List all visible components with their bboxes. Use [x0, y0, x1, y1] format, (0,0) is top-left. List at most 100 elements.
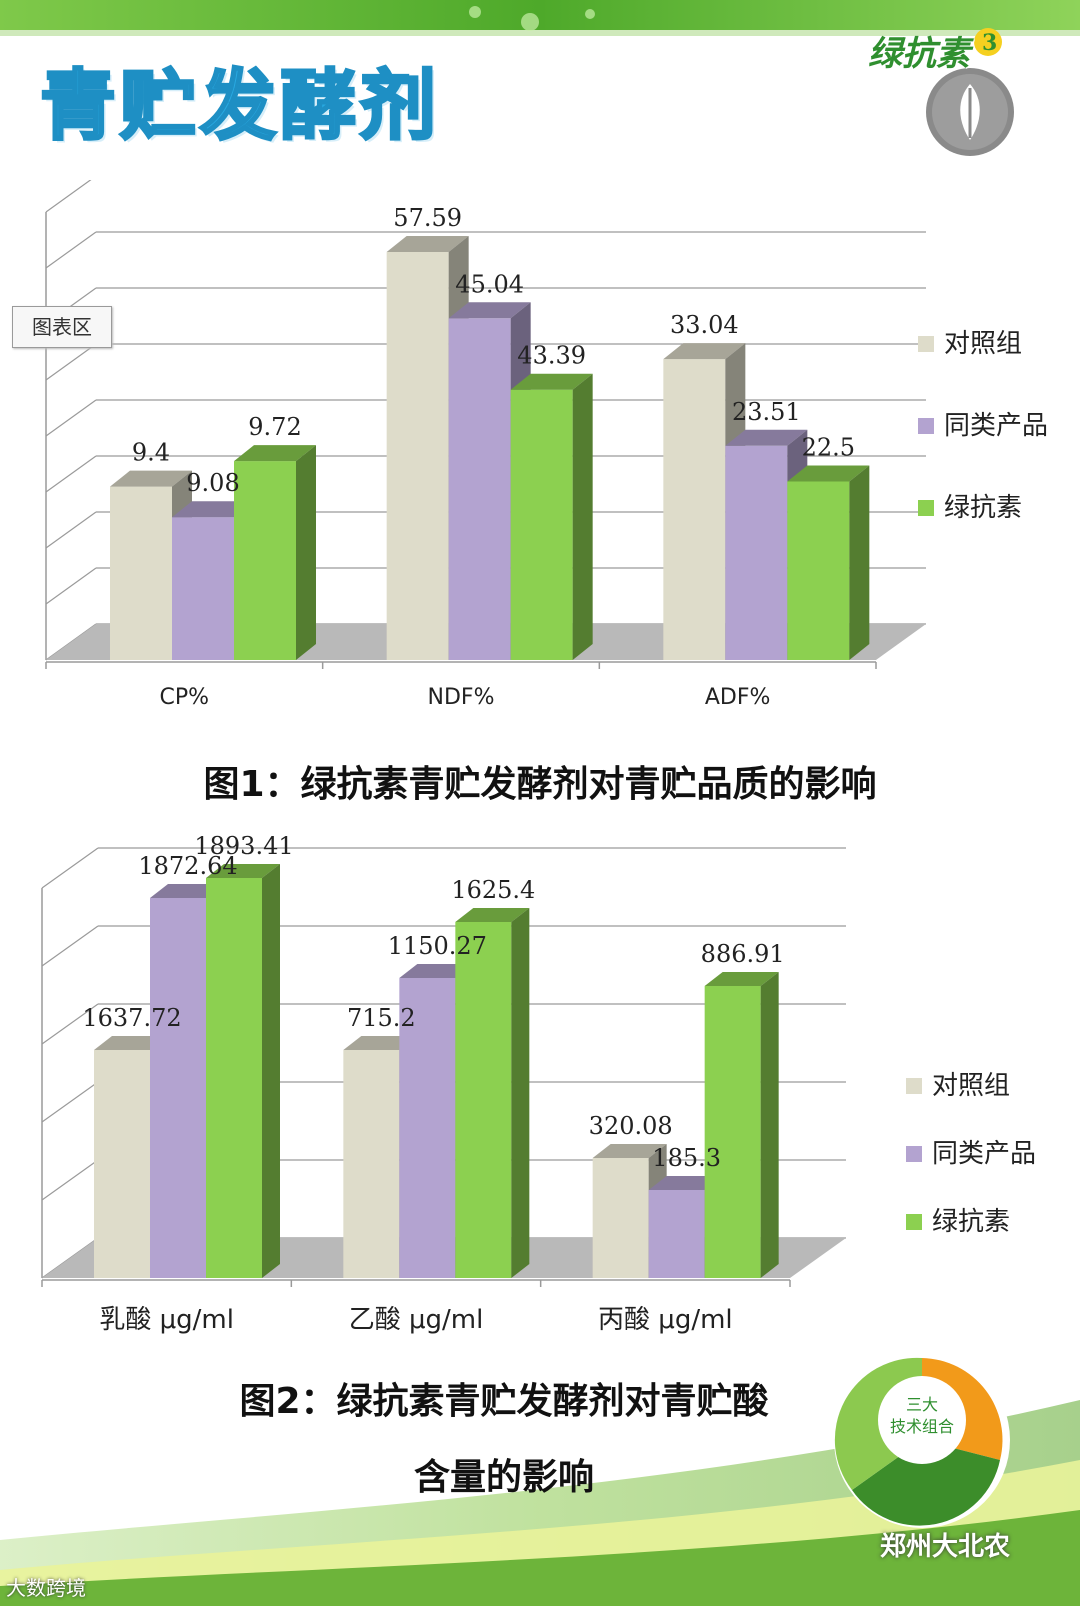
legend-label: 对照组: [944, 329, 1022, 359]
legend-swatch: [918, 418, 934, 434]
gridline-depth: [41, 925, 99, 967]
bar-top: [399, 964, 474, 978]
data-label: 9.4: [132, 439, 170, 467]
gridline-depth: [41, 1081, 99, 1123]
gridline-depth: [45, 567, 97, 605]
logo-text: 绿抗素: [868, 34, 970, 74]
bar-1-2: [455, 908, 530, 1278]
data-label: 1872.64: [138, 852, 237, 880]
badge-top-label: 三大: [906, 1395, 938, 1414]
bar-front: [386, 252, 449, 660]
data-label: 57.59: [393, 204, 462, 232]
bar-0-2: [234, 445, 316, 660]
bar-side: [760, 972, 779, 1278]
data-label: 715.2: [347, 1004, 416, 1032]
gridline-depth: [45, 231, 97, 269]
bar-front: [592, 1158, 649, 1278]
tech-badge: 三大 技术组合: [834, 1352, 1010, 1528]
chart-silage-quality: 9.4 9.08 9.72 57.59 45.04 43.39 33.04 23.5122.5…: [45, 180, 1048, 710]
gridline-depth: [41, 1003, 99, 1045]
data-label: 23.51: [732, 398, 801, 426]
bar-front: [455, 922, 512, 1278]
x-tick-labels: 乳酸 μg/ml 乙酸 μg/ml 丙酸 μg/ml: [99, 1305, 732, 1335]
data-label: 320.08: [589, 1112, 673, 1140]
bottom-decoration: 三大 技术组合: [0, 1352, 1080, 1606]
gridline-depth: [45, 399, 97, 437]
legend-swatch: [906, 1214, 922, 1230]
bar-top: [648, 1176, 723, 1190]
bar-top: [663, 343, 746, 360]
bar-front: [704, 986, 761, 1278]
watermark-left: 大数跨境: [6, 1576, 86, 1600]
x-tick-label: NDF%: [428, 685, 495, 710]
legend-swatch: [918, 500, 934, 516]
caption-figure-2-line1: 图2：绿抗素青贮发酵剂对青贮酸: [239, 1381, 769, 1422]
bar-top: [510, 373, 593, 390]
legend-swatch: [906, 1146, 922, 1162]
bar-top: [455, 908, 530, 922]
data-label: 1625.4: [451, 876, 535, 904]
legend-label: 对照组: [932, 1071, 1010, 1101]
chart-area-tooltip: 图表区: [12, 306, 112, 348]
legend-label: 同类产品: [944, 411, 1048, 441]
data-label: 1637.72: [82, 1004, 181, 1032]
bar-top: [150, 884, 224, 898]
x-tick-label: 丙酸 μg/ml: [598, 1305, 733, 1335]
bar-side: [511, 908, 530, 1278]
data-label: 1150.27: [388, 932, 487, 960]
bar-front: [648, 1190, 705, 1278]
bar-top: [787, 465, 870, 482]
x-tick-label: ADF%: [705, 685, 771, 710]
page-title: 青贮发酵剂: [39, 60, 440, 152]
bar-top: [704, 972, 779, 986]
svg-text:3: 3: [982, 30, 997, 56]
bar-front: [343, 1050, 400, 1278]
legend-swatch: [906, 1078, 922, 1094]
data-label: 22.5: [802, 434, 855, 462]
bar-front: [110, 486, 172, 660]
legend-label: 绿抗素: [932, 1207, 1010, 1237]
gridline-depth: [45, 180, 92, 213]
bar-side: [262, 864, 280, 1278]
bar-top: [110, 470, 192, 487]
bar-front: [448, 318, 511, 660]
bar-2-2: [704, 972, 779, 1278]
bar-0-2: [206, 864, 280, 1278]
data-label: 1893.41: [194, 832, 293, 860]
bars: [110, 236, 870, 660]
data-label: 43.39: [517, 342, 586, 370]
data-label: 33.04: [670, 311, 739, 339]
bar-top: [172, 501, 254, 518]
bars: [94, 864, 779, 1278]
gridline-depth: [45, 455, 97, 493]
caption-figure-2-line2: 含量的影响: [413, 1457, 594, 1498]
data-label: 45.04: [455, 270, 524, 298]
bar-top: [592, 1144, 667, 1158]
bar-front: [206, 878, 262, 1278]
x-tick-label: CP%: [160, 685, 210, 710]
x-tick-labels: CP% NDF% ADF%: [160, 685, 771, 710]
data-label: 185.3: [652, 1144, 721, 1172]
legend-label: 绿抗素: [944, 493, 1022, 523]
data-label: 886.91: [701, 940, 785, 968]
bar-front: [172, 517, 234, 660]
bar-top: [234, 445, 316, 462]
bar-top: [386, 236, 469, 252]
x-tick-label: 乳酸 μg/ml: [99, 1305, 234, 1335]
brand-logo: 3: [926, 28, 1014, 156]
bar-top: [206, 864, 280, 878]
bar-1-2: [510, 373, 593, 660]
bar-top: [343, 1036, 418, 1050]
watermark-right: 郑州大北农: [880, 1532, 1011, 1562]
bar-top: [725, 429, 808, 446]
bar-front: [787, 481, 850, 660]
bar-front: [399, 978, 456, 1278]
legend-label: 同类产品: [932, 1139, 1036, 1169]
bar-top: [94, 1036, 168, 1050]
bar-2-2: [787, 465, 870, 660]
gridline-depth: [45, 511, 97, 549]
gridline-depth: [41, 847, 99, 889]
